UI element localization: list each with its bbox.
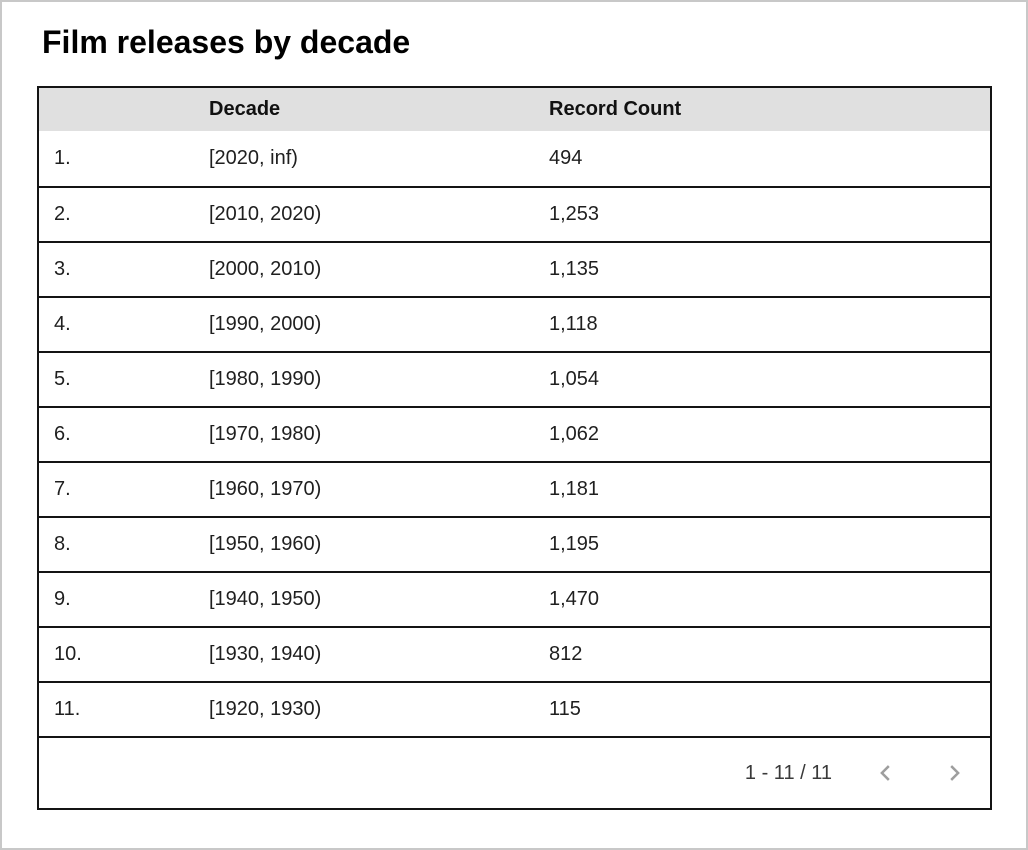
decade-cell: [1970, 1980) [209, 423, 322, 445]
record-count-cell: 1,062 [549, 423, 600, 445]
decade-cell: [1990, 2000) [209, 313, 322, 335]
decade-cell: [1980, 1990) [209, 368, 322, 390]
row-index-cell: 3. [54, 258, 71, 280]
record-count-cell: 1,470 [549, 588, 600, 610]
column-header-decade[interactable]: Decade [209, 98, 281, 120]
table-row: 5. [1980, 1990) 1,054 [39, 351, 990, 406]
decade-cell: [1960, 1970) [209, 478, 322, 500]
record-count-cell: 115 [549, 698, 581, 720]
row-index-cell: 1. [54, 147, 71, 169]
table-row: 9. [1940, 1950) 1,470 [39, 571, 990, 626]
table-row: 10. [1930, 1940) 812 [39, 626, 990, 681]
table-row: 2. [2010, 2020) 1,253 [39, 186, 990, 241]
table-footer: 1 - 11 / 11 [39, 736, 990, 808]
record-count-cell: 1,118 [549, 313, 598, 335]
table-row: 6. [1970, 1980) 1,062 [39, 406, 990, 461]
table-body: 1. [2020, inf) 494 2. [2010, 2020) 1,253 3. [20… [39, 131, 990, 736]
table-row: 3. [2000, 2010) 1,135 [39, 241, 990, 296]
chevron-left-icon [873, 760, 899, 786]
decade-cell: [1920, 1930) [209, 698, 322, 720]
row-index-cell: 7. [54, 478, 71, 500]
table-header-row: Decade Record Count [39, 88, 990, 131]
table-row: 7. [1960, 1970) 1,181 [39, 461, 990, 516]
column-header-record-count[interactable]: Record Count [549, 98, 682, 120]
decade-cell: [1930, 1940) [209, 643, 322, 665]
row-index-cell: 11. [54, 698, 81, 720]
row-index-cell: 8. [54, 533, 71, 555]
pagination-prev-button[interactable] [866, 753, 906, 793]
record-count-cell: 1,181 [549, 478, 600, 500]
decade-cell: [1950, 1960) [209, 533, 322, 555]
decade-cell: [2020, inf) [209, 147, 298, 169]
decade-cell: [2010, 2020) [209, 203, 322, 225]
table-row: 11. [1920, 1930) 115 [39, 681, 990, 736]
row-index-cell: 5. [54, 368, 71, 390]
record-count-cell: 812 [549, 643, 583, 665]
record-count-cell: 1,054 [549, 368, 600, 390]
decade-cell: [2000, 2010) [209, 258, 322, 280]
pagination-range-label: 1 - 11 / 11 [744, 761, 832, 784]
record-count-cell: 494 [549, 147, 583, 169]
row-index-cell: 2. [54, 203, 71, 225]
record-count-cell: 1,253 [549, 203, 600, 225]
table-row: 8. [1950, 1960) 1,195 [39, 516, 990, 571]
data-table: Decade Record Count 1. [2020, inf) 494 2. [2… [37, 86, 992, 810]
table-row: 1. [2020, inf) 494 [39, 131, 990, 186]
chevron-right-icon [941, 760, 967, 786]
page-title: Film releases by decade [42, 24, 411, 60]
pagination-next-button[interactable] [934, 753, 974, 793]
decade-cell: [1940, 1950) [209, 588, 322, 610]
record-count-cell: 1,195 [549, 533, 600, 555]
table-row: 4. [1990, 2000) 1,118 [39, 296, 990, 351]
record-count-cell: 1,135 [549, 258, 600, 280]
row-index-cell: 10. [54, 643, 82, 665]
row-index-cell: 6. [54, 423, 71, 445]
row-index-cell: 4. [54, 313, 71, 335]
row-index-cell: 9. [54, 588, 71, 610]
